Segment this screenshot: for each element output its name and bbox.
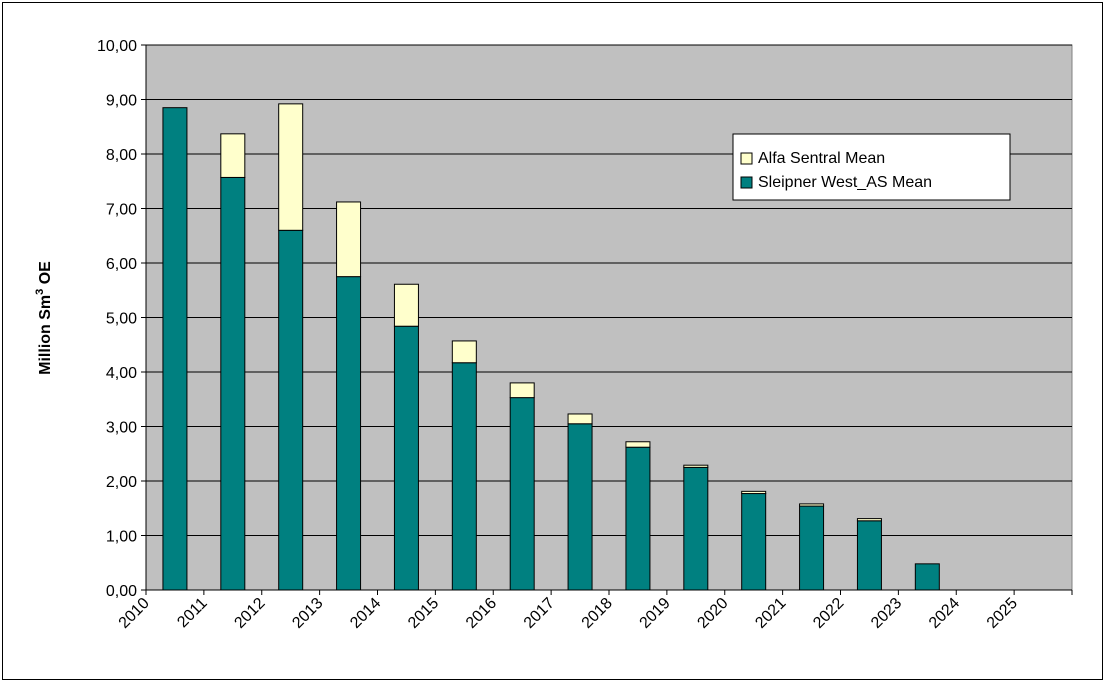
bar-2011-sleipner-west: [220, 176, 246, 591]
bar-2020-sleipner-west: [741, 493, 767, 591]
legend-label-sleipner-west: Sleipner West_AS Mean: [758, 174, 932, 191]
bar-2021-sleipner-west: [799, 505, 825, 591]
x-tick-label: 2022: [810, 595, 847, 632]
y-tick-label: 10,00: [97, 38, 137, 55]
bar-2014-alfa-sentral: [393, 283, 419, 327]
bar-2014-sleipner-west: [393, 325, 419, 591]
axes: [141, 44, 1073, 595]
bar-2015-sleipner-west: [451, 362, 477, 591]
y-tick-label: 8,00: [106, 147, 137, 164]
x-tick-label: 2010: [116, 595, 153, 632]
y-tick-label: 2,00: [106, 474, 137, 491]
x-tick-labels: 2010 2011 2012 2013 2014 2015 2016 2017 2018 2019…: [116, 595, 1021, 632]
x-tick-label: 2018: [579, 595, 616, 632]
bar-2010-sleipner-west: [162, 107, 188, 591]
y-tick-label: 7,00: [106, 202, 137, 219]
y-tick-label: 0,00: [106, 583, 137, 600]
bar-2017-sleipner-west: [567, 423, 593, 591]
bar-2018-sleipner-west: [625, 446, 651, 591]
bar-2023-sleipner-west: [914, 563, 940, 591]
x-tick-label: 2017: [521, 595, 558, 632]
bar-2012-alfa-sentral: [278, 103, 304, 231]
bar-2019-alfa-sentral: [683, 464, 709, 468]
x-tick-label: 2024: [926, 595, 963, 632]
x-tick-label: 2016: [463, 595, 500, 632]
bar-2021-alfa-sentral: [799, 503, 825, 507]
x-tick-label: 2015: [405, 595, 442, 632]
bar-2017-alfa-sentral: [567, 413, 593, 425]
bar-2018-alfa-sentral: [625, 441, 651, 448]
x-tick-label: 2021: [752, 595, 789, 632]
legend-swatch-alfa-sentral: [740, 152, 753, 165]
bar-2012-sleipner-west: [278, 229, 304, 591]
x-tick-label: 2023: [868, 595, 905, 632]
y-tick-label: 1,00: [106, 529, 137, 546]
y-tick-label: 6,00: [106, 256, 137, 273]
x-tick-label: 2014: [347, 595, 384, 632]
bar-2020-alfa-sentral: [741, 490, 767, 495]
x-tick-label: 2019: [637, 595, 674, 632]
bar-2019-sleipner-west: [683, 466, 709, 591]
y-tick-label: 5,00: [106, 311, 137, 328]
bar-2013-alfa-sentral: [336, 201, 362, 278]
bar-2015-alfa-sentral: [451, 340, 477, 364]
legend-swatch-sleipner-west: [740, 176, 753, 189]
y-axis-label: Million Sm3 OE: [34, 261, 54, 375]
bar-2013-sleipner-west: [336, 276, 362, 591]
bar-2016-alfa-sentral: [509, 382, 535, 399]
x-tick-label: 2012: [231, 595, 268, 632]
legend: Alfa Sentral Mean Sleipner West_AS Mean: [732, 133, 1011, 201]
y-tick-label: 4,00: [106, 365, 137, 382]
x-tick-label: 2025: [984, 595, 1021, 632]
x-tick-label: 2013: [289, 595, 326, 632]
y-tick-labels: 0,00 1,00 2,00 3,00 4,00 5,00 6,00 7,00 8,00 9,00…: [97, 38, 137, 600]
y-tick-label: 9,00: [106, 93, 137, 110]
y-tick-label: 3,00: [106, 420, 137, 437]
bar-2011-alfa-sentral: [220, 133, 246, 178]
bar-2016-sleipner-west: [509, 397, 535, 591]
x-tick-label: 2020: [694, 595, 731, 632]
legend-label-alfa-sentral: Alfa Sentral Mean: [758, 150, 885, 167]
bar-2022-alfa-sentral: [856, 518, 882, 522]
legend-box: [732, 133, 1011, 201]
bar-2022-sleipner-west: [856, 520, 882, 591]
x-tick-label: 2011: [174, 595, 210, 631]
